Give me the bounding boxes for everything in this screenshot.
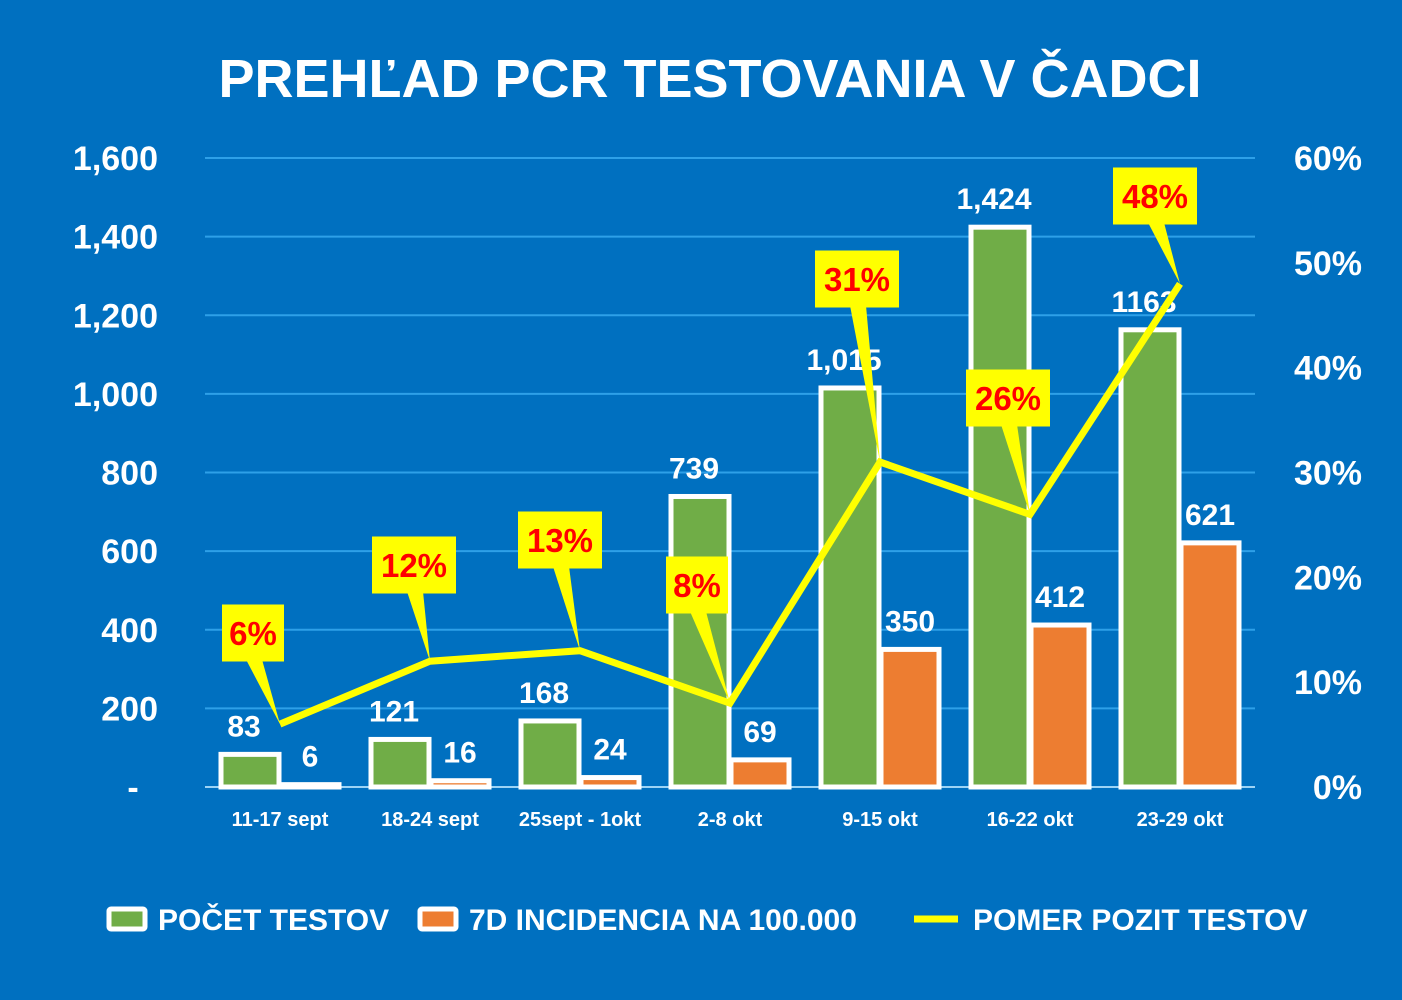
y-left-tick-label: 1,600: [73, 140, 158, 178]
legend-label-pomer: POMER POZIT TESTOV: [973, 904, 1307, 937]
y-left-tick-label: 800: [101, 455, 158, 493]
y-left-tick-label: 1,400: [73, 219, 158, 257]
bar-incidencia: [728, 757, 792, 790]
callout-pointer: [1148, 222, 1180, 284]
y-right-tick-label: 0%: [1313, 769, 1362, 807]
y-left-tick-label: 600: [101, 533, 158, 571]
x-tick-label: 9-15 okt: [842, 809, 918, 831]
bar-pocet-testov: [518, 718, 582, 790]
x-tick-label: 23-29 okt: [1137, 809, 1224, 831]
chart-title: PREHĽAD PCR TESTOVANIA V ČADCI: [218, 48, 1201, 109]
data-label-incidencia: 412: [1035, 581, 1085, 614]
legend-swatch-incidencia: [417, 906, 459, 932]
x-tick-label: 2-8 okt: [698, 809, 763, 831]
data-label-pocet-testov: 168: [519, 677, 569, 710]
data-label-pomer: 6%: [229, 615, 277, 652]
data-label-pomer: 12%: [381, 547, 447, 584]
x-tick-label: 25sept - 1okt: [519, 809, 642, 831]
data-label-pocet-testov: 121: [369, 695, 419, 728]
data-label-pomer: 31%: [824, 261, 890, 298]
bar-pocet-testov: [218, 751, 282, 790]
callout-pointer: [246, 659, 280, 725]
callout-pomer: 31%: [815, 250, 899, 463]
callout-box: [222, 604, 284, 662]
bar-incidencia: [1178, 540, 1242, 790]
data-label-incidencia: 69: [743, 716, 776, 749]
legend: POČET TESTOV 7D INCIDENCIA NA 100.000 PO…: [106, 903, 1307, 937]
y-left-tick-label: 400: [101, 612, 158, 650]
bar-incidencia: [1028, 622, 1092, 790]
callout-pointer: [1001, 424, 1030, 515]
y-right-tick-label: 60%: [1294, 140, 1362, 178]
y-right-tick-label: 30%: [1294, 455, 1362, 493]
legend-label-incidencia: 7D INCIDENCIA NA 100.000: [469, 904, 857, 937]
y-left-tick-label: 200: [101, 690, 158, 728]
bar-incidencia: [428, 778, 492, 790]
y-right-tick-label: 50%: [1294, 245, 1362, 283]
bar-incidencia: [578, 775, 642, 790]
data-label-pocet-testov: 1,424: [956, 183, 1031, 216]
callout-pointer: [850, 305, 880, 463]
data-label-incidencia: 24: [593, 734, 627, 767]
data-label-incidencia: 621: [1185, 499, 1235, 532]
callout-pomer: 48%: [1113, 167, 1197, 284]
x-tick-label: 18-24 sept: [381, 809, 479, 831]
data-label-pomer: 13%: [527, 522, 593, 559]
callout-box: [372, 536, 456, 594]
callout-box: [1113, 167, 1197, 225]
callout-pomer: 6%: [222, 604, 284, 725]
bar-pocet-testov: [818, 385, 882, 790]
legend-swatch-pocet-testov: [106, 906, 148, 932]
callout-box: [518, 511, 602, 569]
callout-box: [666, 556, 728, 614]
y-right-tick-label: 10%: [1294, 664, 1362, 702]
legend-label-pocet-testov: POČET TESTOV: [158, 903, 389, 937]
data-label-pomer: 8%: [673, 567, 721, 604]
y-left-tick-label: -: [127, 769, 138, 807]
data-label-incidencia: 6: [302, 741, 319, 774]
bar-pocet-testov: [668, 493, 732, 790]
callout-pomer: 8%: [666, 556, 730, 704]
callout-pomer: 12%: [372, 536, 456, 662]
data-label-pocet-testov: 83: [227, 710, 260, 743]
callout-pomer: 26%: [966, 369, 1050, 515]
x-tick-label: 11-17 sept: [232, 809, 329, 831]
callout-box: [815, 250, 899, 308]
data-label-incidencia: 16: [443, 737, 476, 770]
bar-incidencia: [878, 646, 942, 790]
bar-pocet-testov: [368, 736, 432, 790]
callout-box: [966, 369, 1050, 427]
bar-pocet-testov: [1118, 327, 1182, 790]
y-right-tick-label: 40%: [1294, 350, 1362, 388]
y-left-tick-label: 1,000: [73, 376, 158, 414]
y-left-tick-label: 1,200: [73, 297, 158, 335]
x-tick-label: 16-22 okt: [987, 809, 1074, 831]
data-label-pocet-testov: 739: [669, 452, 719, 485]
callout-pointer: [407, 591, 430, 662]
data-label-pomer: 26%: [975, 380, 1041, 417]
data-label-incidencia: 350: [885, 605, 935, 638]
bar-incidencia: [278, 782, 342, 790]
callout-pointer: [690, 611, 730, 704]
callout-pomer: 13%: [518, 511, 602, 651]
data-label-pomer: 48%: [1122, 178, 1188, 215]
callout-pointer: [553, 566, 580, 651]
y-right-tick-label: 20%: [1294, 559, 1362, 597]
